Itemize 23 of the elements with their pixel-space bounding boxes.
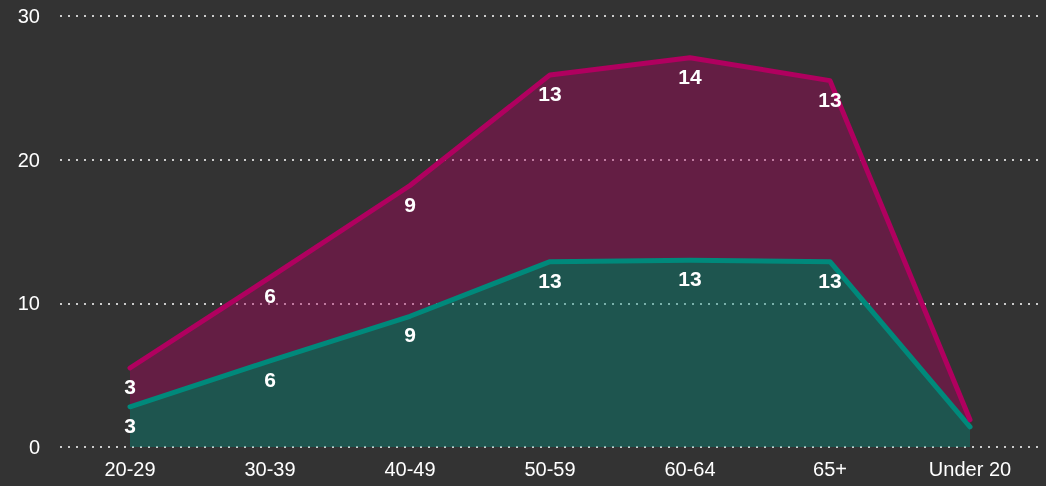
data-label: 13 — [818, 87, 842, 111]
x-tick-label: 65+ — [813, 458, 847, 480]
x-tick-label: 20-29 — [104, 458, 156, 480]
data-label: 13 — [678, 267, 702, 291]
x-tick-label: 50-59 — [524, 458, 576, 480]
y-tick-label: 10 — [17, 292, 40, 315]
y-tick-label: 20 — [17, 148, 40, 171]
data-label: 13 — [818, 268, 842, 292]
data-label: 3 — [124, 374, 136, 398]
data-label: 13 — [538, 268, 562, 292]
data-label: 6 — [264, 284, 276, 308]
data-label: 3 — [124, 413, 136, 437]
data-label: 14 — [678, 64, 702, 88]
x-tick-label: 30-39 — [244, 458, 296, 480]
x-tick-label: 40-49 — [384, 458, 436, 480]
data-label: 6 — [264, 367, 276, 391]
y-tick-label: 30 — [17, 5, 40, 27]
data-label: 9 — [404, 323, 416, 347]
x-tick-label: Under 20 — [928, 458, 1012, 480]
data-label: 9 — [404, 192, 416, 216]
data-label: 13 — [538, 81, 562, 105]
x-tick-label: 60-64 — [664, 458, 716, 480]
y-tick-label: 0 — [28, 436, 40, 458]
